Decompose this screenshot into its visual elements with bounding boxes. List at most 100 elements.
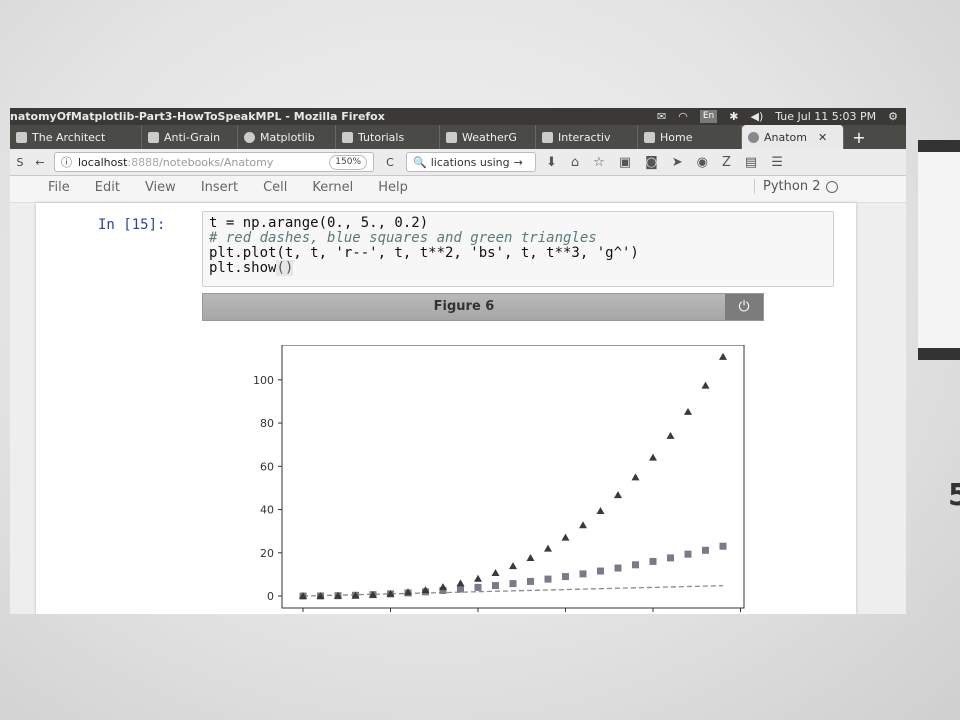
send-icon[interactable]: ➤ xyxy=(671,154,683,170)
code-line: plt.plot(t, t, 'r--', t, t**2, 'bs', t, … xyxy=(209,245,639,261)
mail-icon[interactable]: ✉ xyxy=(657,110,667,123)
triangle-marker xyxy=(509,562,517,570)
triangle-marker xyxy=(386,589,395,597)
figure-toolbar: Figure 6 ⏻ xyxy=(202,293,764,321)
menu-edit[interactable]: Edit xyxy=(94,180,120,195)
square-marker xyxy=(684,550,692,558)
tab-favicon-icon xyxy=(148,131,159,143)
gear-icon[interactable]: ⚙ xyxy=(888,110,898,123)
tab-anti-grain[interactable]: Anti-Grain xyxy=(142,125,238,149)
clipboard-icon[interactable]: ▣ xyxy=(618,154,632,170)
y-tick-label: 20 xyxy=(260,547,274,560)
tab-favicon-icon xyxy=(16,131,27,143)
zotero-icon[interactable]: Z xyxy=(722,154,731,170)
menu-cell[interactable]: Cell xyxy=(263,180,288,195)
download-icon[interactable]: ⬇ xyxy=(546,154,557,170)
background-window-edge xyxy=(918,140,960,360)
back-arrow-icon[interactable]: ← xyxy=(35,155,45,169)
square-marker xyxy=(527,577,534,585)
triangle-marker xyxy=(649,453,657,461)
tab-label: WeatherG xyxy=(462,130,517,144)
y-tick-label: 80 xyxy=(260,417,274,430)
square-marker xyxy=(439,587,447,595)
close-tab-icon[interactable]: ✕ xyxy=(818,130,828,144)
reload-icon[interactable]: C xyxy=(386,155,394,169)
power-off-icon[interactable]: ⏻ xyxy=(725,294,763,320)
tab-interactive[interactable]: Interactiv xyxy=(536,125,638,149)
menu-icon[interactable]: ☰ xyxy=(771,154,783,170)
menu-view[interactable]: View xyxy=(144,180,176,195)
wifi-icon[interactable]: ◠ xyxy=(678,110,688,123)
tab-tutorials[interactable]: Tutorials xyxy=(336,125,440,149)
menu-kernel[interactable]: Kernel xyxy=(312,180,354,195)
menu-help[interactable]: Help xyxy=(378,180,408,195)
square-marker xyxy=(579,570,587,578)
square-marker xyxy=(562,573,569,581)
square-marker xyxy=(667,554,674,562)
browser-toolbar-icons: ⬇ ⌂ ☆ ▣ ◙ ➤ ◉ Z ▤ ☰ xyxy=(546,155,783,170)
triangle-marker xyxy=(316,592,325,600)
y-tick-label: 0 xyxy=(267,590,274,603)
y-tick-label: 100 xyxy=(253,374,274,387)
menu-file[interactable]: File xyxy=(48,180,70,195)
triangle-marker xyxy=(631,473,640,481)
input-indicator[interactable]: En xyxy=(699,110,718,123)
tab-label: The Architect xyxy=(32,130,106,144)
triangle-marker xyxy=(684,407,692,415)
code-line: t = np.arange(0., 5., 0.2) xyxy=(209,215,429,231)
notebook-content: In [15]: t = np.arange(0., 5., 0.2) # re… xyxy=(10,203,906,614)
extension-icon[interactable]: ◉ xyxy=(696,154,708,170)
sidebar-toggle-icon[interactable]: S xyxy=(16,155,24,169)
kernel-idle-icon xyxy=(826,180,839,193)
home-icon[interactable]: ⌂ xyxy=(570,154,580,170)
clock[interactable]: Tue Jul 11 5:03 PM xyxy=(775,110,877,123)
addon-icon[interactable]: ▤ xyxy=(744,154,758,170)
code-text: plt.show xyxy=(209,260,277,276)
notebook-page: In [15]: t = np.arange(0., 5., 0.2) # re… xyxy=(36,203,856,614)
triangle-marker xyxy=(701,381,710,389)
tab-the-architect[interactable]: The Architect xyxy=(10,125,142,149)
triangle-marker xyxy=(579,521,587,529)
square-marker xyxy=(474,583,482,591)
tab-label: Tutorials xyxy=(358,130,405,144)
tab-matplotlib[interactable]: Matplotlib xyxy=(238,125,336,149)
triangle-marker xyxy=(421,586,430,594)
tab-weatherg[interactable]: WeatherG xyxy=(440,125,536,149)
code-cell-editor[interactable]: t = np.arange(0., 5., 0.2) # red dashes,… xyxy=(202,211,834,287)
bluetooth-icon[interactable]: ✱ xyxy=(729,110,739,123)
system-tray: ✉ ◠ En ✱ ◀) Tue Jul 11 5:03 PM ⚙ xyxy=(657,108,898,125)
pocket-icon[interactable]: ◙ xyxy=(645,154,658,170)
bookmark-star-icon[interactable]: ☆ xyxy=(593,154,605,170)
desktop-screen: natomyOfMatplotlib-Part3-HowToSpeakMPL -… xyxy=(10,108,906,614)
square-marker xyxy=(719,542,727,550)
menu-insert[interactable]: Insert xyxy=(200,180,239,195)
code-line: plt.show() xyxy=(209,260,827,276)
search-icon: 🔍 xyxy=(413,155,427,169)
figure-title: Figure 6 xyxy=(433,299,495,314)
notebook-menu-bar: File Edit View Insert Cell Kernel Help P… xyxy=(10,176,906,203)
search-input[interactable]: 🔍 lications using → xyxy=(406,152,536,172)
browser-tab-bar: The Architect Anti-Grain Matplotlib Tuto… xyxy=(10,125,906,149)
triangle-marker xyxy=(439,583,447,591)
triangle-marker xyxy=(456,579,465,587)
volume-icon[interactable]: ◀) xyxy=(750,110,764,123)
tab-home[interactable]: Home xyxy=(638,125,742,149)
url-bar[interactable]: ⓘ localhost:8888/notebooks/Anatomy 150% xyxy=(54,152,374,172)
triangle-marker xyxy=(544,544,552,552)
url-path: /notebooks/Anatomy xyxy=(159,155,274,169)
triangle-marker xyxy=(474,574,482,582)
new-tab-button[interactable]: + xyxy=(852,127,866,147)
square-marker xyxy=(597,567,604,575)
square-marker xyxy=(614,564,622,572)
tab-favicon-icon xyxy=(644,131,655,143)
window-title: natomyOfMatplotlib-Part3-HowToSpeakMPL -… xyxy=(10,110,385,123)
url-port: :8888 xyxy=(127,155,160,169)
tab-anatomy-active[interactable]: Anatom ✕ xyxy=(742,125,844,149)
triangle-marker xyxy=(596,507,605,515)
browser-nav-bar: S ← ⓘ localhost:8888/notebooks/Anatomy 1… xyxy=(10,149,906,176)
tab-label: Interactiv xyxy=(558,130,611,144)
triangle-marker xyxy=(334,591,342,599)
search-go-icon[interactable]: → xyxy=(513,155,523,169)
zoom-level-badge[interactable]: 150% xyxy=(329,154,367,170)
info-icon[interactable]: ⓘ xyxy=(61,156,72,169)
